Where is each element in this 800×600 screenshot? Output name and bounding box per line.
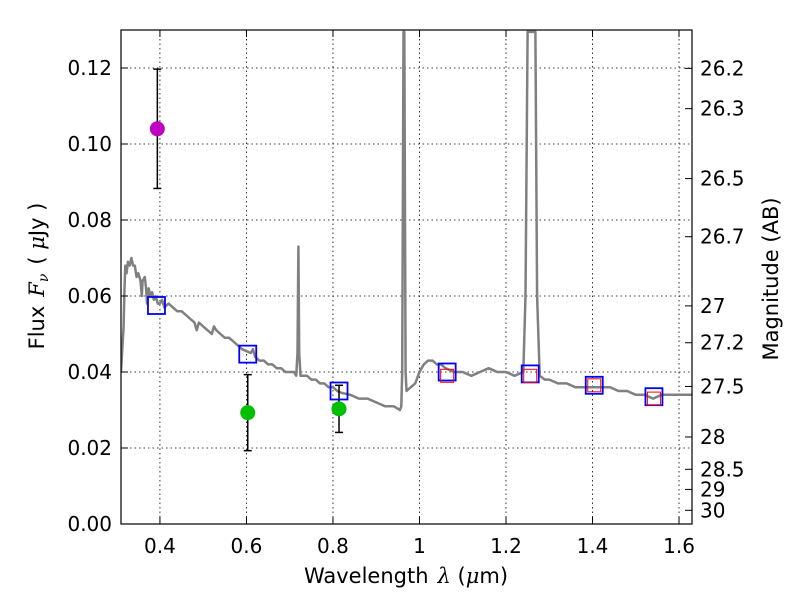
right-tick-label: 28.5	[700, 457, 745, 481]
grid-lines	[121, 30, 692, 525]
right-tick-label: 26.5	[700, 167, 745, 191]
predicted-square	[587, 378, 602, 393]
right-tick-label: 29	[700, 477, 725, 501]
y-axis-label-unit-open: (	[25, 250, 49, 265]
x-axis-label-unit-rest: m)	[479, 564, 508, 588]
right-axis-label: Magnitude (AB)	[759, 197, 783, 360]
y-tick-label: 0.04	[67, 360, 112, 384]
y-tick-label: 0.06	[67, 284, 112, 308]
right-tick-label: 28	[700, 425, 725, 449]
x-tick-label: 0.6	[231, 534, 263, 558]
model-photometry-square	[329, 381, 349, 401]
y-tick-label: 0.12	[67, 56, 112, 80]
model-photometry-square	[238, 344, 258, 364]
observed-point	[149, 121, 165, 137]
y-tick-label: 0.08	[67, 208, 112, 232]
right-tick-label: 26.2	[700, 56, 745, 80]
x-axis-label: Wavelength λ (μm)	[304, 564, 508, 588]
right-tick-label: 27	[700, 294, 725, 318]
y-tick-label: 0.02	[67, 436, 112, 460]
plot-frame	[120, 29, 693, 525]
x-axis-label-text: Wavelength	[304, 564, 429, 588]
model-photometry-square	[584, 375, 604, 395]
sed-model-line	[121, 30, 692, 412]
predicted-square	[523, 368, 538, 383]
observed-point	[331, 401, 347, 417]
x-tick-label: 1	[413, 534, 426, 558]
y-axis-label-unit-rest: Jy )	[25, 203, 49, 239]
x-tick-label: 1.6	[663, 534, 695, 558]
right-tick-label: 26.3	[700, 97, 745, 121]
axis-ticks: 0.4 0.6 0.8 1 1.2 1.4 1.6 0.00 0.02 0.04 0.06 0.08 0…	[67, 30, 745, 558]
model-photometry-square	[437, 362, 457, 382]
x-axis-label-symbol: λ	[437, 564, 451, 588]
y-axis-label-subscript: ν	[36, 273, 52, 282]
predicted-square	[440, 368, 455, 383]
right-tick-label: 27.5	[700, 374, 745, 398]
x-tick-label: 0.4	[144, 534, 176, 558]
x-axis-label-unit-mu: μ	[466, 564, 480, 588]
right-tick-label: 30	[700, 498, 725, 522]
x-tick-label: 1.4	[577, 534, 609, 558]
right-tick-label: 27.2	[700, 331, 745, 355]
y-axis-label-symbol: F	[25, 281, 49, 298]
y-axis-label-unit-mu: μ	[25, 236, 49, 250]
y-tick-label: 0.10	[67, 132, 112, 156]
x-tick-label: 1.2	[490, 534, 522, 558]
y-axis-label: Flux Fν ( μJy )	[25, 203, 52, 350]
plot-area	[121, 30, 692, 452]
x-tick-label: 0.8	[317, 534, 349, 558]
model-photometry-square	[147, 296, 166, 315]
right-tick-label: 26.7	[700, 225, 745, 249]
predicted-square	[646, 391, 661, 406]
y-tick-label: 0.00	[67, 512, 112, 536]
y-axis-label-text: Flux	[25, 306, 49, 350]
observed-point	[240, 405, 256, 421]
x-axis-label-unit-open: (	[451, 564, 466, 588]
